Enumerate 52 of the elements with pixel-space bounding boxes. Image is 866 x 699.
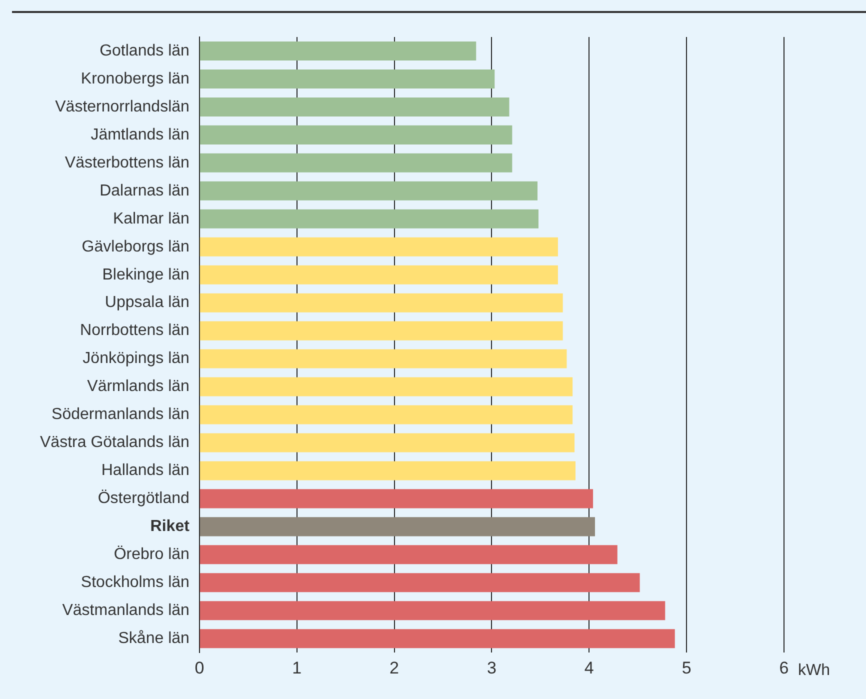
- y-tick-label: Kalmar län: [112, 210, 190, 228]
- y-tick-label: Uppsala län: [104, 294, 190, 312]
- y-tick-label: Kronobergs län: [80, 70, 190, 88]
- y-tick-label: Örebro län: [114, 545, 190, 564]
- bar: [200, 461, 576, 480]
- bar: [200, 153, 512, 172]
- bar: [200, 377, 573, 396]
- bar: [200, 125, 512, 144]
- bar: [200, 69, 495, 88]
- y-tick-label: Norrbottens län: [80, 322, 190, 340]
- y-tick-label: Jönköpings län: [82, 350, 190, 368]
- y-tick-label: Blekinge län: [102, 266, 190, 284]
- bar: [200, 405, 573, 424]
- x-tick-label: 5: [682, 658, 692, 678]
- y-tick-label: Västra Götalands län: [40, 434, 190, 452]
- bar: [200, 489, 594, 508]
- y-tick-label: Stockholms län: [80, 574, 190, 592]
- y-tick-label: Riket: [150, 518, 190, 536]
- bar: [200, 265, 558, 284]
- bar: [200, 545, 618, 564]
- y-tick-label: Värmlands län: [87, 378, 190, 396]
- y-tick-label: Västernorrlandslän: [55, 98, 190, 116]
- bar: [200, 293, 563, 312]
- y-tick-label: Jämtlands län: [90, 126, 190, 144]
- bar: [200, 321, 563, 340]
- x-tick-label: 2: [390, 658, 400, 678]
- bar: [200, 97, 510, 116]
- y-tick-label: Gotlands län: [100, 42, 190, 60]
- y-tick-label: Västerbottens län: [64, 154, 190, 172]
- y-tick-label: Södermanlands län: [52, 406, 190, 424]
- x-tick-label: 4: [584, 658, 594, 678]
- y-tick-label: Östergötland: [98, 489, 190, 508]
- bar: [200, 573, 640, 592]
- y-tick-label: Dalarnas län: [100, 182, 190, 200]
- bar: [200, 349, 567, 368]
- y-tick-label: Hallands län: [101, 462, 190, 480]
- bar: [200, 209, 538, 228]
- bar: [200, 41, 476, 61]
- x-tick-label: 0: [194, 658, 204, 678]
- bar: [200, 237, 558, 256]
- y-tick-label: Skåne län: [118, 630, 190, 648]
- bar: [200, 629, 675, 648]
- y-tick-label: Västmanlands län: [62, 602, 190, 620]
- bar: [200, 601, 666, 620]
- x-tick-label: 1: [292, 658, 302, 678]
- bar: [200, 433, 575, 452]
- x-axis-title: kWh: [798, 662, 830, 680]
- x-tick-label: 6: [779, 658, 789, 678]
- bar: [200, 517, 595, 536]
- y-tick-label: Gävleborgs län: [82, 238, 190, 256]
- x-tick-label: 3: [486, 658, 496, 678]
- bar: [200, 181, 538, 200]
